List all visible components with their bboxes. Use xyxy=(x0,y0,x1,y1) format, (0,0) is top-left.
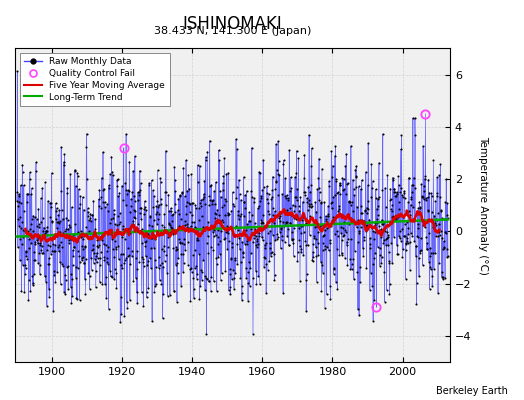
Text: Berkeley Earth: Berkeley Earth xyxy=(436,386,508,396)
Text: 38.433 N, 141.300 E (Japan): 38.433 N, 141.300 E (Japan) xyxy=(154,26,311,36)
Title: ISHINOMAKI: ISHINOMAKI xyxy=(183,15,282,33)
Legend: Raw Monthly Data, Quality Control Fail, Five Year Moving Average, Long-Term Tren: Raw Monthly Data, Quality Control Fail, … xyxy=(19,53,170,106)
Y-axis label: Temperature Anomaly (°C): Temperature Anomaly (°C) xyxy=(478,136,488,275)
